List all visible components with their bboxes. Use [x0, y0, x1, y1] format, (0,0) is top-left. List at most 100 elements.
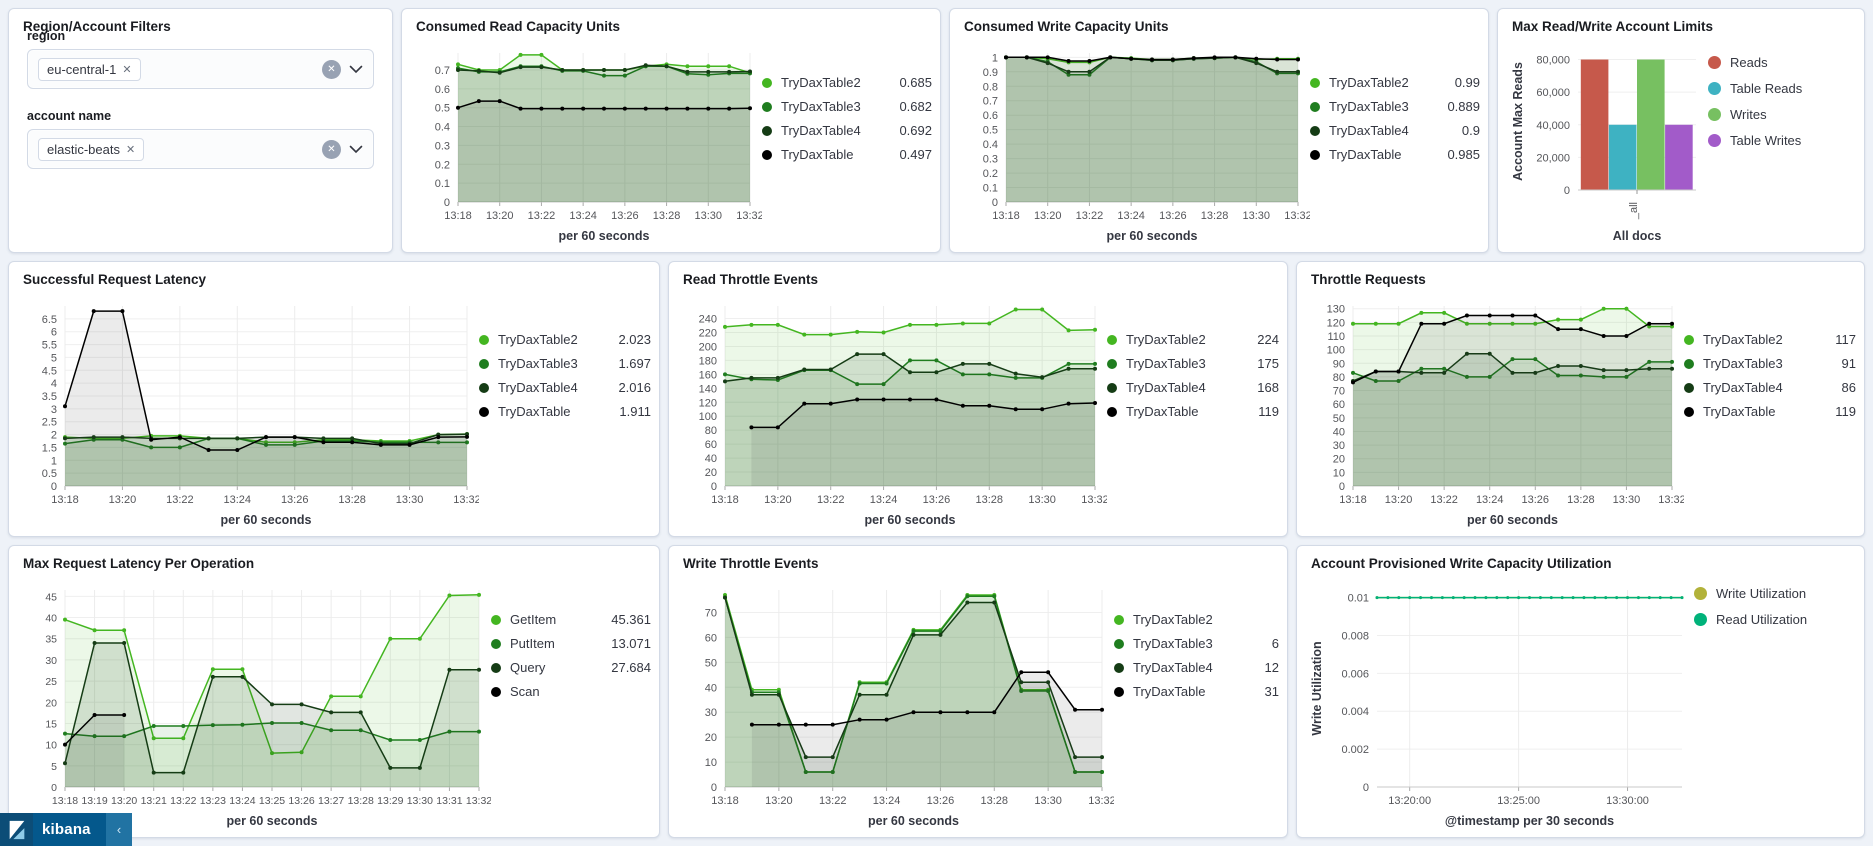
svg-text:13:22: 13:22 — [170, 795, 196, 807]
svg-text:10: 10 — [45, 740, 57, 752]
svg-text:Account Max Reads: Account Max Reads — [1511, 62, 1525, 181]
successful-request-latency-chart[interactable]: 00.511.522.533.544.555.566.5 13:18 13:20 13… — [17, 292, 479, 532]
chart-legend: TryDaxTable2 0.99 TryDaxTable3 0.889 TryDaxT… — [1310, 39, 1480, 248]
svg-text:13:32: 13:32 — [466, 795, 491, 807]
region-combobox[interactable]: eu-central-1 ✕ ✕ — [27, 49, 374, 89]
svg-text:80: 80 — [705, 425, 717, 437]
kibana-logo-text: kibana — [42, 821, 91, 838]
chevron-down-icon[interactable] — [349, 65, 363, 74]
legend-item[interactable]: TryDaxTable4 12 — [1114, 660, 1279, 675]
legend-item[interactable]: TryDaxTable3 0.889 — [1310, 99, 1480, 114]
legend-item[interactable]: TryDaxTable 31 — [1114, 684, 1279, 699]
legend-item[interactable]: TryDaxTable3 91 — [1684, 356, 1856, 371]
svg-text:13:20: 13:20 — [1385, 494, 1413, 506]
legend-item[interactable]: TryDaxTable 1.911 — [479, 404, 651, 419]
svg-text:13:22: 13:22 — [166, 494, 194, 506]
max-read-write-limits-bar-chart[interactable]: 0 20,000 40,000 60,000 80,000 _all All docs Acc… — [1506, 39, 1708, 248]
svg-text:40: 40 — [1333, 426, 1345, 438]
legend-item[interactable]: TryDaxTable4 168 — [1107, 380, 1279, 395]
legend-series-dot-icon — [1114, 662, 1124, 673]
legend-item[interactable]: GetItem 45.361 — [491, 612, 651, 627]
account-name-pill: elastic-beats ✕ — [38, 137, 145, 161]
collapse-sidebar-button[interactable]: ‹ — [106, 813, 132, 846]
chart-legend: TryDaxTable2 2.023 TryDaxTable3 1.697 TryDax… — [479, 292, 651, 532]
legend-series-dot-icon — [1684, 358, 1694, 369]
legend-item[interactable]: TryDaxTable4 2.016 — [479, 380, 651, 395]
svg-text:0: 0 — [51, 481, 57, 493]
legend-item[interactable]: PutItem 13.071 — [491, 636, 651, 651]
legend-item[interactable]: TryDaxTable2 — [1114, 612, 1279, 627]
legend-item[interactable]: TryDaxTable2 117 — [1684, 332, 1856, 347]
legend-item[interactable]: TryDaxTable 0.985 — [1310, 147, 1480, 162]
consumed-read-capacity-chart[interactable]: 0 0.1 0.2 0.3 0.4 0.5 0.6 0.7 13:18 13:20 13:22 13:… — [410, 39, 762, 248]
account-name-combobox[interactable]: elastic-beats ✕ ✕ — [27, 129, 374, 169]
svg-text:@timestamp per 30 seconds: @timestamp per 30 seconds — [1445, 814, 1614, 828]
legend-item[interactable]: TryDaxTable2 0.685 — [762, 75, 932, 90]
panel-title: Successful Request Latency — [23, 272, 207, 287]
legend-series-dot-icon — [1114, 614, 1124, 625]
svg-text:13:27: 13:27 — [318, 795, 344, 807]
legend-series-dot-icon — [491, 686, 501, 697]
remove-account-pill-icon[interactable]: ✕ — [125, 143, 136, 156]
svg-text:0: 0 — [711, 481, 717, 493]
legend-series-dot-icon — [762, 77, 772, 88]
remove-region-pill-icon[interactable]: ✕ — [122, 63, 132, 76]
legend-series-name: TryDaxTable4 — [1329, 123, 1409, 138]
legend-item[interactable]: TryDaxTable2 0.99 — [1310, 75, 1480, 90]
legend-series-name: TryDaxTable3 — [781, 99, 861, 114]
legend-series-dot-icon — [491, 638, 501, 649]
legend-item[interactable]: TryDaxTable3 6 — [1114, 636, 1279, 651]
kibana-logo-icon[interactable] — [0, 813, 33, 846]
svg-text:13:18: 13:18 — [992, 210, 1020, 222]
legend-item[interactable]: TryDaxTable4 0.692 — [762, 123, 932, 138]
legend-item[interactable]: TryDaxTable4 86 — [1684, 380, 1856, 395]
svg-text:0.8: 0.8 — [983, 81, 998, 93]
legend-item[interactable]: Query 27.684 — [491, 660, 651, 675]
legend-item[interactable]: Reads — [1708, 55, 1856, 70]
svg-text:13:26: 13:26 — [288, 795, 314, 807]
svg-text:3.5: 3.5 — [42, 391, 57, 403]
legend-item[interactable]: TryDaxTable2 2.023 — [479, 332, 651, 347]
svg-text:0.6: 0.6 — [983, 110, 998, 122]
clear-account-selection-icon[interactable]: ✕ — [322, 139, 341, 159]
svg-text:0.008: 0.008 — [1341, 630, 1369, 642]
legend-item[interactable]: Table Reads — [1708, 81, 1856, 96]
write-throttle-events-chart[interactable]: 0 10 20 30 40 50 60 70 13:18 13:20 13:22 13:24 13:26… — [677, 576, 1114, 833]
svg-text:13:28: 13:28 — [976, 494, 1004, 506]
legend-item[interactable]: TryDaxTable4 0.9 — [1310, 123, 1480, 138]
svg-text:140: 140 — [699, 383, 717, 395]
svg-text:per 60 seconds: per 60 seconds — [220, 513, 311, 527]
consumed-write-capacity-chart[interactable]: 0 0.1 0.2 0.3 0.4 0.5 0.6 0.7 0.8 0.9 1 13:18 13:20 1… — [958, 39, 1310, 248]
svg-text:_all: _all — [1628, 202, 1640, 220]
legend-series-value: 2.023 — [618, 332, 651, 347]
legend-item[interactable]: Table Writes — [1708, 133, 1856, 148]
svg-text:40: 40 — [45, 613, 57, 625]
legend-item[interactable]: Scan — [491, 684, 651, 699]
svg-text:13:30: 13:30 — [695, 210, 723, 222]
legend-series-name: PutItem — [510, 636, 555, 651]
chevron-down-icon[interactable] — [349, 145, 363, 154]
svg-text:13:32: 13:32 — [1658, 494, 1684, 506]
legend-series-value: 119 — [1835, 404, 1856, 419]
write-capacity-utilization-chart[interactable]: 0 0.002 0.004 0.006 0.008 0.01 13:20:00 13:25:0… — [1305, 576, 1694, 833]
legend-item[interactable]: TryDaxTable 119 — [1684, 404, 1856, 419]
svg-text:13:28: 13:28 — [338, 494, 366, 506]
legend-item[interactable]: TryDaxTable 119 — [1107, 404, 1279, 419]
legend-item[interactable]: TryDaxTable3 175 — [1107, 356, 1279, 371]
legend-item[interactable]: Write Utilization — [1694, 586, 1856, 601]
legend-item[interactable]: Read Utilization — [1694, 612, 1856, 627]
legend-item[interactable]: Writes — [1708, 107, 1856, 122]
legend-series-name: TryDaxTable3 — [1329, 99, 1409, 114]
svg-text:13:29: 13:29 — [377, 795, 403, 807]
legend-item[interactable]: TryDaxTable3 1.697 — [479, 356, 651, 371]
legend-item[interactable]: TryDaxTable 0.497 — [762, 147, 932, 162]
legend-item[interactable]: TryDaxTable3 0.682 — [762, 99, 932, 114]
legend-item[interactable]: TryDaxTable2 224 — [1107, 332, 1279, 347]
clear-region-selection-icon[interactable]: ✕ — [322, 59, 341, 79]
svg-text:0: 0 — [1339, 481, 1345, 493]
svg-text:45: 45 — [45, 591, 57, 603]
panel-title: Max Read/Write Account Limits — [1512, 19, 1714, 34]
